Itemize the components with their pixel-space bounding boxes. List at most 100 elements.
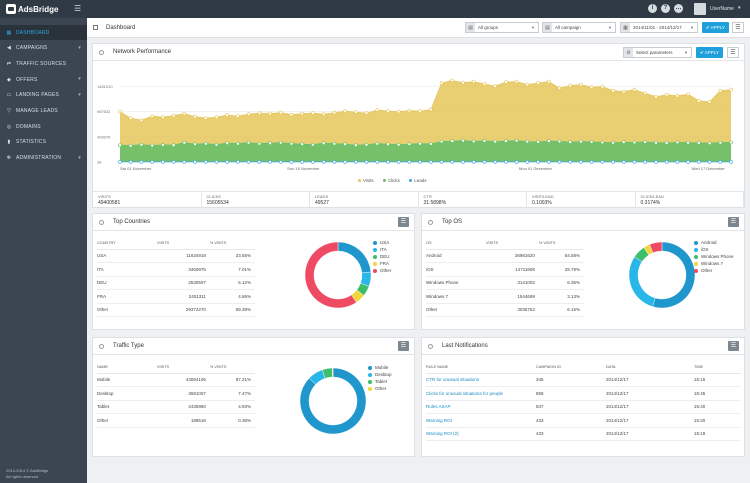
parameters-select[interactable]: ⚙ Select parameters ▼ xyxy=(623,47,692,58)
data-point-visits[interactable] xyxy=(643,91,648,96)
data-point-visits[interactable] xyxy=(525,82,530,87)
data-point-clicks[interactable] xyxy=(150,143,155,148)
data-point-visits[interactable] xyxy=(407,108,412,113)
data-point-visits[interactable] xyxy=(707,100,712,104)
data-point-leads[interactable] xyxy=(729,160,733,164)
data-point-visits[interactable] xyxy=(611,88,615,93)
data-point-leads[interactable] xyxy=(246,160,251,164)
avatar[interactable] xyxy=(694,3,706,15)
sidebar-item-offers[interactable]: ◆ OFFERS ▾ xyxy=(0,72,87,87)
sidebar-item-statistics[interactable]: ▮ STATISTICS xyxy=(0,135,87,150)
data-point-visits[interactable] xyxy=(482,82,487,86)
data-point-leads[interactable] xyxy=(707,160,712,164)
data-point-clicks[interactable] xyxy=(225,141,229,145)
data-point-visits[interactable] xyxy=(621,89,626,94)
data-point-visits[interactable] xyxy=(161,115,165,120)
data-point-clicks[interactable] xyxy=(246,140,251,145)
column-header[interactable]: % VISITS xyxy=(209,362,255,374)
campaign-select[interactable]: ▤ All campaign ▼ xyxy=(542,22,616,33)
menu-toggle-icon[interactable]: ☰ xyxy=(74,4,82,13)
data-point-leads[interactable] xyxy=(686,160,690,164)
data-point-visits[interactable] xyxy=(246,112,251,116)
data-point-clicks[interactable] xyxy=(536,140,540,144)
column-header[interactable]: COUNTRY xyxy=(97,238,157,250)
data-point-visits[interactable] xyxy=(429,107,433,112)
data-point-visits[interactable] xyxy=(686,92,690,97)
data-point-clicks[interactable] xyxy=(193,142,197,146)
info-icon[interactable]: i xyxy=(648,4,657,13)
sidebar-item-domains[interactable]: ◎ DOMAINS xyxy=(0,119,87,134)
data-point-clicks[interactable] xyxy=(386,142,390,146)
donut-slice-usa[interactable] xyxy=(337,241,372,274)
data-point-leads[interactable] xyxy=(193,160,197,164)
data-point-leads[interactable] xyxy=(546,160,551,164)
data-point-leads[interactable] xyxy=(343,160,347,164)
data-point-leads[interactable] xyxy=(386,160,390,164)
data-point-clicks[interactable] xyxy=(471,139,476,144)
data-point-visits[interactable] xyxy=(557,86,562,91)
sidebar-item-manage-leads[interactable]: ▽ MANAGE LEADS xyxy=(0,104,87,119)
data-point-clicks[interactable] xyxy=(407,142,412,146)
data-point-clicks[interactable] xyxy=(461,138,465,143)
data-point-leads[interactable] xyxy=(407,160,412,164)
data-point-clicks[interactable] xyxy=(450,139,455,143)
data-point-visits[interactable] xyxy=(279,110,283,115)
data-point-clicks[interactable] xyxy=(429,142,433,146)
data-point-visits[interactable] xyxy=(289,112,294,117)
donut-slice-other[interactable] xyxy=(649,241,663,254)
data-point-visits[interactable] xyxy=(386,109,390,113)
data-point-visits[interactable] xyxy=(675,93,680,98)
sidebar-item-campaigns[interactable]: ◀ CAMPAIGNS ▾ xyxy=(0,41,87,56)
data-point-leads[interactable] xyxy=(214,160,219,164)
column-header[interactable]: VISITS xyxy=(486,238,539,250)
data-point-leads[interactable] xyxy=(568,160,573,164)
data-point-clicks[interactable] xyxy=(118,143,122,147)
data-point-visits[interactable] xyxy=(268,111,272,116)
sidebar-item-dashboard[interactable]: ▦ DASHBOARD xyxy=(0,25,87,40)
data-point-leads[interactable] xyxy=(418,160,422,164)
chevron-down-icon[interactable]: ▾ xyxy=(738,5,741,11)
data-point-visits[interactable] xyxy=(439,81,444,85)
data-point-leads[interactable] xyxy=(439,160,444,164)
data-point-leads[interactable] xyxy=(289,160,294,164)
data-point-leads[interactable] xyxy=(257,160,262,164)
data-point-leads[interactable] xyxy=(471,160,476,164)
donut-slice-mobile[interactable] xyxy=(299,367,367,435)
data-point-clicks[interactable] xyxy=(675,140,680,145)
chart-apply-button[interactable]: ✔ APPLY xyxy=(696,47,723,58)
data-point-clicks[interactable] xyxy=(182,140,187,145)
column-header[interactable]: DATA xyxy=(606,362,694,374)
data-point-clicks[interactable] xyxy=(514,138,519,143)
data-point-visits[interactable] xyxy=(364,111,369,115)
date-range-picker[interactable]: ▦ 2014/11/01 - 2014/12/17 ▼ xyxy=(620,22,698,33)
data-point-leads[interactable] xyxy=(311,160,315,164)
data-point-leads[interactable] xyxy=(461,160,465,164)
data-point-leads[interactable] xyxy=(536,160,540,164)
data-point-clicks[interactable] xyxy=(664,141,669,145)
groups-select[interactable]: ▤ All groups ▼ xyxy=(465,22,539,33)
data-point-leads[interactable] xyxy=(225,160,229,164)
data-point-clicks[interactable] xyxy=(311,142,315,147)
data-point-leads[interactable] xyxy=(204,160,208,164)
data-point-clicks[interactable] xyxy=(353,143,358,147)
data-point-visits[interactable] xyxy=(311,111,315,115)
column-header[interactable]: % VISITS xyxy=(209,238,255,250)
data-point-clicks[interactable] xyxy=(504,139,508,143)
data-point-visits[interactable] xyxy=(332,110,337,115)
column-header[interactable]: VISITS xyxy=(157,238,210,250)
data-point-visits[interactable] xyxy=(664,92,669,97)
data-point-clicks[interactable] xyxy=(236,141,240,146)
rule-link[interactable]: CTR for unusual situations xyxy=(426,373,536,387)
data-point-leads[interactable] xyxy=(300,160,304,164)
header-menu-button[interactable]: ☰ xyxy=(732,22,744,33)
column-header[interactable]: NAME xyxy=(97,362,157,374)
data-point-clicks[interactable] xyxy=(621,140,626,144)
data-point-clicks[interactable] xyxy=(289,141,294,146)
data-point-visits[interactable] xyxy=(300,111,304,116)
data-point-clicks[interactable] xyxy=(729,140,733,145)
data-point-clicks[interactable] xyxy=(257,141,262,146)
data-point-leads[interactable] xyxy=(579,160,583,164)
data-point-clicks[interactable] xyxy=(418,141,422,146)
sidebar-item-administration[interactable]: ✻ ADMINISTRATION ▾ xyxy=(0,151,87,166)
data-point-clicks[interactable] xyxy=(439,139,444,144)
